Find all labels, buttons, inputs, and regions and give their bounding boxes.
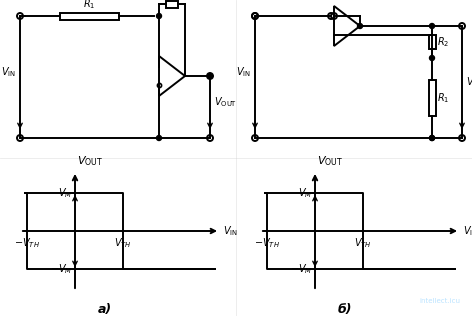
Circle shape <box>430 56 435 60</box>
Text: $V_M$: $V_M$ <box>298 186 312 200</box>
Circle shape <box>430 136 435 141</box>
Text: $V_\mathrm{IN}$: $V_\mathrm{IN}$ <box>236 65 251 79</box>
Circle shape <box>357 23 362 28</box>
Circle shape <box>157 14 161 19</box>
Bar <box>60 13 118 20</box>
Text: $-V_M$: $-V_M$ <box>289 262 312 276</box>
Text: $R_2$: $R_2$ <box>437 35 449 49</box>
Bar <box>166 1 178 8</box>
Text: а): а) <box>98 302 112 315</box>
Text: $R_1$: $R_1$ <box>437 91 449 105</box>
Text: $V_\mathrm{IN}$: $V_\mathrm{IN}$ <box>1 65 16 79</box>
Text: $V_\mathrm{OUT}$: $V_\mathrm{OUT}$ <box>466 75 472 89</box>
Text: $V_{TH}$: $V_{TH}$ <box>354 236 372 250</box>
Text: intellect.icu: intellect.icu <box>419 298 460 304</box>
Text: $V_\mathrm{OUT}$: $V_\mathrm{OUT}$ <box>317 154 343 168</box>
Text: $V_\mathrm{OUT}$: $V_\mathrm{OUT}$ <box>214 95 237 109</box>
Bar <box>429 80 436 116</box>
Text: $-V_{TH}$: $-V_{TH}$ <box>14 236 40 250</box>
Text: $R_1$: $R_1$ <box>84 0 96 11</box>
Text: б): б) <box>338 302 352 315</box>
Circle shape <box>157 136 161 141</box>
Circle shape <box>208 74 212 78</box>
Text: $V_\mathrm{IN}$: $V_\mathrm{IN}$ <box>223 224 238 238</box>
Text: $-V_M$: $-V_M$ <box>50 262 72 276</box>
Circle shape <box>430 23 435 28</box>
Text: $-V_{TH}$: $-V_{TH}$ <box>254 236 280 250</box>
Text: $V_\mathrm{OUT}$: $V_\mathrm{OUT}$ <box>77 154 103 168</box>
Bar <box>429 35 436 49</box>
Text: $V_{TH}$: $V_{TH}$ <box>114 236 132 250</box>
Text: $V_M$: $V_M$ <box>58 186 72 200</box>
Circle shape <box>430 136 435 141</box>
Text: $V_\mathrm{IN}$: $V_\mathrm{IN}$ <box>463 224 472 238</box>
